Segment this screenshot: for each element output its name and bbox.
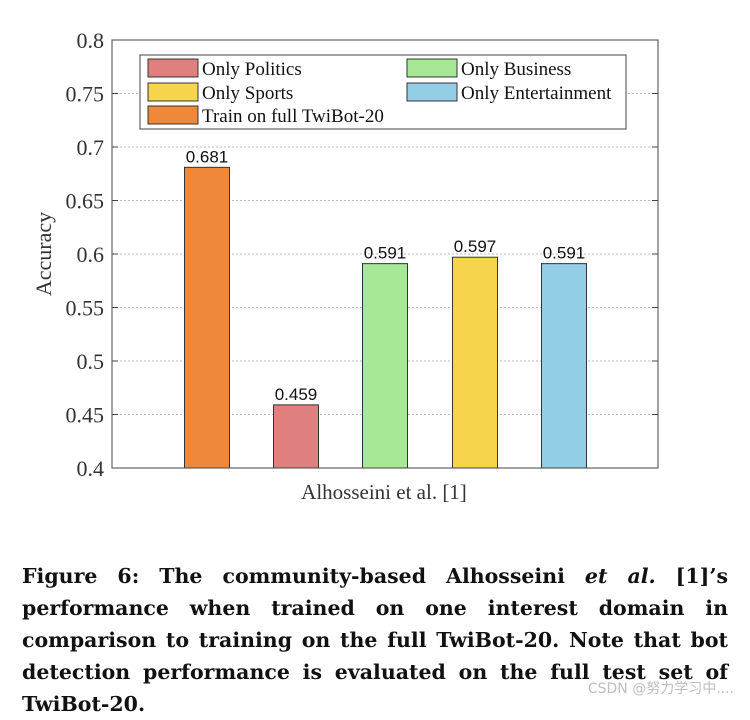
data-label: 0.681 xyxy=(186,147,229,166)
data-labels: 0.681 0.459 0.591 0.597 0.591 xyxy=(186,147,586,404)
bar-chart: 0.40.450.50.550.60.650.70.750.8 0.6810.4… xyxy=(31,28,659,504)
watermark: CSDN @努力学习中.... xyxy=(587,681,734,697)
legend-swatch xyxy=(147,82,199,102)
legend-label: Only Entertainment xyxy=(461,83,612,104)
bar xyxy=(184,166,230,469)
y-tick-label: 0.6 xyxy=(77,242,105,267)
legend-swatch xyxy=(406,58,458,78)
y-axis-label: Accuracy xyxy=(31,212,56,296)
legend: Only Politics Only Business Only Sports Onl… xyxy=(139,54,627,130)
y-tick-label: 0.45 xyxy=(66,403,105,428)
legend-swatch xyxy=(406,82,458,102)
y-tick-label: 0.65 xyxy=(66,189,105,214)
bar xyxy=(541,263,587,469)
data-label: 0.597 xyxy=(454,237,497,256)
legend-box xyxy=(139,54,627,130)
caption-prefix: Figure 6: The community-based Alhosseini xyxy=(22,564,585,588)
plot-frame xyxy=(111,39,659,469)
legend-swatch xyxy=(147,58,199,78)
y-tick-label: 0.55 xyxy=(66,296,105,321)
legend-swatch xyxy=(147,105,199,125)
y-tick-label: 0.4 xyxy=(77,456,105,481)
bar xyxy=(452,256,498,469)
x-axis-label: Alhosseini et al. [1] xyxy=(301,480,467,504)
legend-label: Only Sports xyxy=(202,83,293,104)
legend-label: Only Politics xyxy=(202,59,302,80)
caption-suffix: [1]’s performance when trained on one in… xyxy=(22,564,729,716)
legend-label: Train on full TwiBot-20 xyxy=(202,106,384,127)
y-tick-label: 0.5 xyxy=(77,349,105,374)
data-label: 0.459 xyxy=(275,385,318,404)
bar xyxy=(273,404,319,469)
y-tick-label: 0.8 xyxy=(77,28,105,53)
y-tick-label: 0.75 xyxy=(66,82,105,107)
legend-label: Only Business xyxy=(461,59,571,80)
y-tick-label: 0.7 xyxy=(77,135,105,160)
y-axis-ticks: 0.4 0.45 0.5 0.55 0.6 0.65 0.7 0.75 0.8 xyxy=(66,28,658,481)
bars xyxy=(184,166,587,469)
data-label: 0.591 xyxy=(543,244,586,263)
data-label: 0.591 xyxy=(364,244,407,263)
caption-italic: et al. xyxy=(584,564,656,588)
bar xyxy=(362,263,408,469)
figure-caption: Figure 6: The community-based Alhosseini… xyxy=(22,560,728,720)
